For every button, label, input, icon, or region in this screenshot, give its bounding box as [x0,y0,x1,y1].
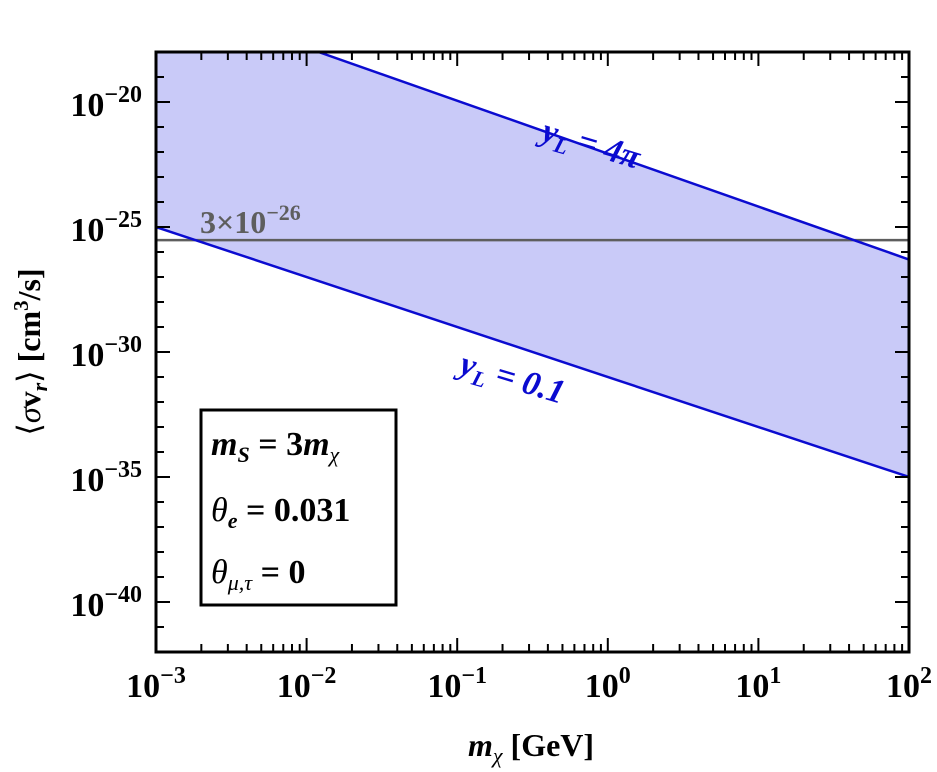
plot-area [156,52,909,479]
x-tick-label: 10−1 [427,663,487,705]
x-tick-label: 100 [585,663,631,705]
x-tick-label: 10−2 [277,663,337,705]
y-tick-label: 10−20 [70,82,142,124]
param-theta-mu-tau: θμ,τ = 0 [211,554,306,595]
y-tick-label: 10−30 [70,332,142,374]
y-axis-title: ⟨σvr⟩ [cm3/s] [9,268,52,435]
parameter-box: mS = 3mχ θe = 0.031 θμ,τ = 0 [199,408,398,607]
y-tick-label: 10−35 [70,457,142,499]
param-mass-ratio: mS = 3mχ [211,426,341,467]
plot-frame [154,50,911,654]
series-line-upper [318,52,909,261]
x-tick-label: 102 [886,663,932,705]
series-line-lower [156,225,909,479]
y-tick-label: 10−40 [70,582,142,624]
x-axis-title: mχ [GeV] [468,727,594,768]
x-tick-label: 101 [735,663,781,705]
allowed-band [156,52,909,477]
x-tick-label: 10−3 [126,663,186,705]
clipped-plot [156,52,909,479]
param-theta-e: θe = 0.031 [211,492,350,533]
reference-line-label: 3×10−26 [200,200,301,240]
tick-labels: 10−3 10−2 10−1 100 101 102 10−20 10−25 10−30 10−3… [70,82,932,705]
y-tick-label: 10−25 [70,207,142,249]
